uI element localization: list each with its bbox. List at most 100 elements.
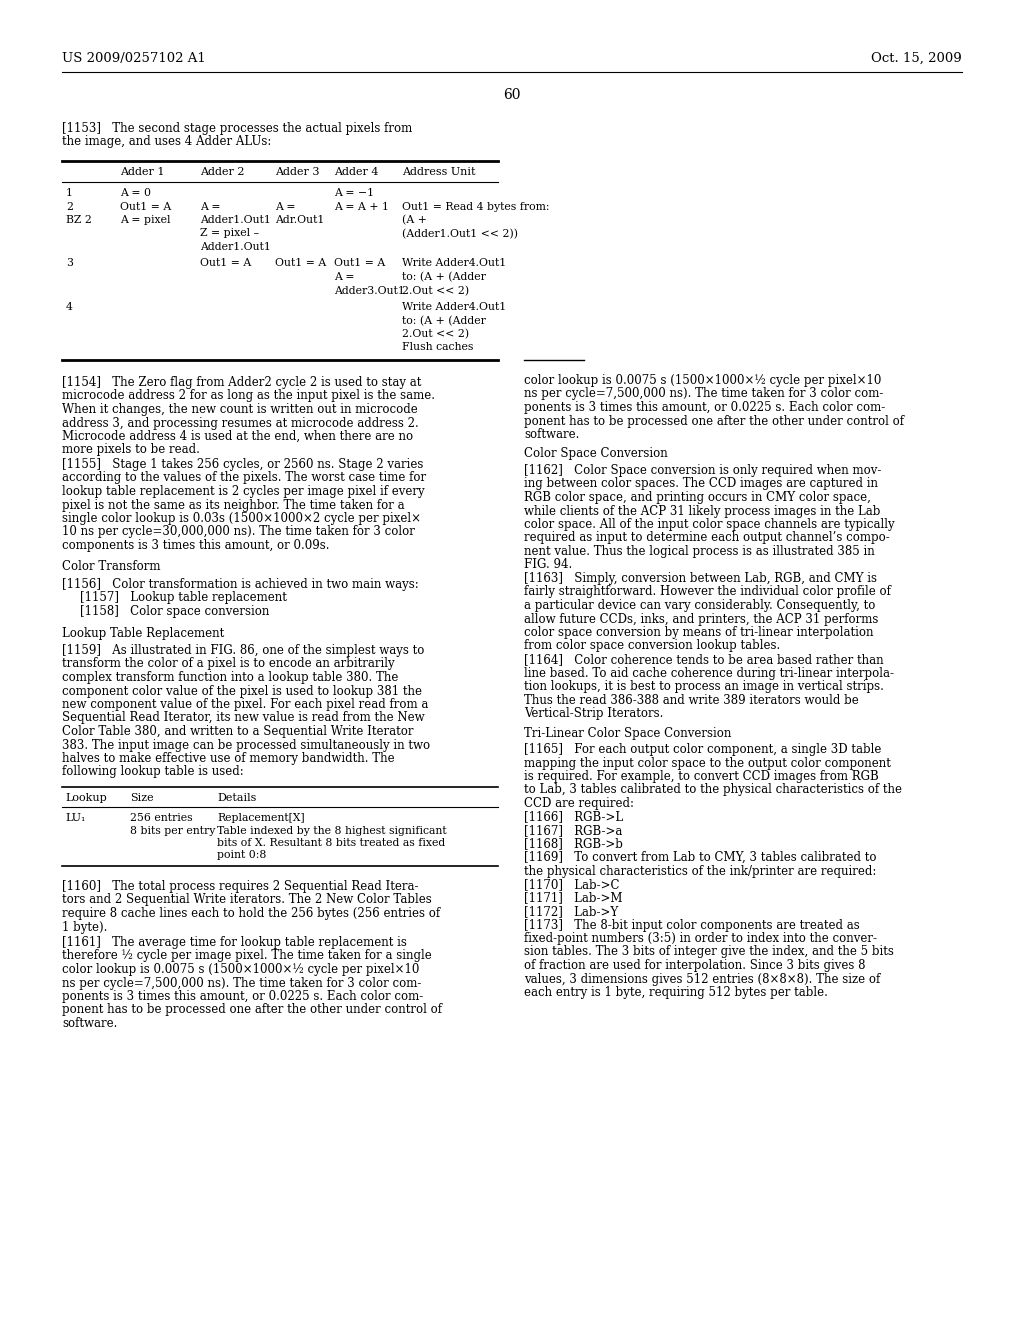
Text: RGB color space, and printing occurs in CMY color space,: RGB color space, and printing occurs in … (524, 491, 870, 504)
Text: ponent has to be processed one after the other under control of: ponent has to be processed one after the… (62, 1003, 442, 1016)
Text: color lookup is 0.0075 s (1500×1000×½ cycle per pixel×10: color lookup is 0.0075 s (1500×1000×½ cy… (62, 964, 420, 975)
Text: 1 byte).: 1 byte). (62, 920, 108, 933)
Text: while clients of the ACP 31 likely process images in the Lab: while clients of the ACP 31 likely proce… (524, 504, 881, 517)
Text: color space conversion by means of tri-linear interpolation: color space conversion by means of tri-l… (524, 626, 873, 639)
Text: following lookup table is used:: following lookup table is used: (62, 766, 244, 779)
Text: Table indexed by the 8 highest significant: Table indexed by the 8 highest significa… (217, 825, 446, 836)
Text: from color space conversion lookup tables.: from color space conversion lookup table… (524, 639, 780, 652)
Text: Adder3.Out1: Adder3.Out1 (334, 285, 404, 296)
Text: tion lookups, it is best to process an image in vertical strips.: tion lookups, it is best to process an i… (524, 680, 884, 693)
Text: color space. All of the input color space channels are typically: color space. All of the input color spac… (524, 517, 895, 531)
Text: to: (A + (Adder: to: (A + (Adder (402, 272, 485, 282)
Text: [1164]   Color coherence tends to be area based rather than: [1164] Color coherence tends to be area … (524, 653, 884, 667)
Text: ns per cycle=7,500,000 ns). The time taken for 3 color com-: ns per cycle=7,500,000 ns). The time tak… (524, 388, 884, 400)
Text: [1163]   Simply, conversion between Lab, RGB, and CMY is: [1163] Simply, conversion between Lab, R… (524, 572, 877, 585)
Text: [1172]   Lab->Y: [1172] Lab->Y (524, 906, 618, 917)
Text: Thus the read 386-388 and write 389 iterators would be: Thus the read 386-388 and write 389 iter… (524, 693, 859, 706)
Text: A =: A = (275, 202, 296, 211)
Text: single color lookup is 0.03s (1500×1000×2 cycle per pixel×: single color lookup is 0.03s (1500×1000×… (62, 512, 421, 525)
Text: values, 3 dimensions gives 512 entries (8×8×8). The size of: values, 3 dimensions gives 512 entries (… (524, 973, 881, 986)
Text: tors and 2 Sequential Write iterators. The 2 New Color Tables: tors and 2 Sequential Write iterators. T… (62, 894, 432, 907)
Text: according to the values of the pixels. The worst case time for: according to the values of the pixels. T… (62, 471, 426, 484)
Text: fixed-point numbers (3:5) in order to index into the conver-: fixed-point numbers (3:5) in order to in… (524, 932, 877, 945)
Text: ponents is 3 times this amount, or 0.0225 s. Each color com-: ponents is 3 times this amount, or 0.022… (524, 401, 886, 414)
Text: [1153]   The second stage processes the actual pixels from: [1153] The second stage processes the ac… (62, 121, 413, 135)
Text: ns per cycle=7,500,000 ns). The time taken for 3 color com-: ns per cycle=7,500,000 ns). The time tak… (62, 977, 421, 990)
Text: A =: A = (200, 202, 220, 211)
Text: A = −1: A = −1 (334, 187, 374, 198)
Text: BZ 2: BZ 2 (66, 215, 92, 224)
Text: Adder 1: Adder 1 (120, 168, 165, 177)
Text: point 0:8: point 0:8 (217, 850, 266, 861)
Text: (A +: (A + (402, 215, 427, 226)
Text: new component value of the pixel. For each pixel read from a: new component value of the pixel. For ea… (62, 698, 428, 711)
Text: 2.Out << 2): 2.Out << 2) (402, 285, 469, 296)
Text: 3: 3 (66, 259, 73, 268)
Text: [1170]   Lab->C: [1170] Lab->C (524, 878, 620, 891)
Text: Adder 2: Adder 2 (200, 168, 245, 177)
Text: [1169]   To convert from Lab to CMY, 3 tables calibrated to: [1169] To convert from Lab to CMY, 3 tab… (524, 851, 877, 865)
Text: LU₁: LU₁ (65, 813, 85, 822)
Text: transform the color of a pixel is to encode an arbitrarily: transform the color of a pixel is to enc… (62, 657, 394, 671)
Text: allow future CCDs, inks, and printers, the ACP 31 performs: allow future CCDs, inks, and printers, t… (524, 612, 879, 626)
Text: 60: 60 (503, 88, 521, 102)
Text: 8 bits per entry: 8 bits per entry (130, 825, 215, 836)
Text: Out1 = A: Out1 = A (275, 259, 327, 268)
Text: [1160]   The total process requires 2 Sequential Read Itera-: [1160] The total process requires 2 Sequ… (62, 880, 419, 894)
Text: US 2009/0257102 A1: US 2009/0257102 A1 (62, 51, 206, 65)
Text: Out1 = A: Out1 = A (120, 202, 171, 211)
Text: 383. The input image can be processed simultaneously in two: 383. The input image can be processed si… (62, 738, 430, 751)
Text: 4: 4 (66, 302, 73, 312)
Text: is required. For example, to convert CCD images from RGB: is required. For example, to convert CCD… (524, 770, 879, 783)
Text: pixel is not the same as its neighbor. The time taken for a: pixel is not the same as its neighbor. T… (62, 499, 404, 511)
Text: software.: software. (524, 428, 580, 441)
Text: Sequential Read Iterator, its new value is read from the New: Sequential Read Iterator, its new value … (62, 711, 425, 725)
Text: FIG. 94.: FIG. 94. (524, 558, 572, 572)
Text: Out1 = Read 4 bytes from:: Out1 = Read 4 bytes from: (402, 202, 550, 211)
Text: nent value. Thus the logical process is as illustrated 385 in: nent value. Thus the logical process is … (524, 545, 874, 558)
Text: bits of X. Resultant 8 bits treated as fixed: bits of X. Resultant 8 bits treated as f… (217, 838, 445, 847)
Text: Details: Details (217, 793, 256, 803)
Text: [1161]   The average time for lookup table replacement is: [1161] The average time for lookup table… (62, 936, 407, 949)
Text: Out1 = A: Out1 = A (200, 259, 251, 268)
Text: Out1 = A: Out1 = A (334, 259, 385, 268)
Text: ing between color spaces. The CCD images are captured in: ing between color spaces. The CCD images… (524, 478, 878, 491)
Text: to Lab, 3 tables calibrated to the physical characteristics of the: to Lab, 3 tables calibrated to the physi… (524, 784, 902, 796)
Text: 256 entries: 256 entries (130, 813, 193, 822)
Text: Adder 3: Adder 3 (275, 168, 319, 177)
Text: components is 3 times this amount, or 0.09s.: components is 3 times this amount, or 0.… (62, 539, 330, 552)
Text: of fraction are used for interpolation. Since 3 bits gives 8: of fraction are used for interpolation. … (524, 960, 865, 972)
Text: Flush caches: Flush caches (402, 342, 473, 352)
Text: [1157]   Lookup table replacement: [1157] Lookup table replacement (80, 591, 287, 605)
Text: [1173]   The 8-bit input color components are treated as: [1173] The 8-bit input color components … (524, 919, 860, 932)
Text: 2: 2 (66, 202, 73, 211)
Text: [1162]   Color Space conversion is only required when mov-: [1162] Color Space conversion is only re… (524, 465, 882, 477)
Text: address 3, and processing resumes at microcode address 2.: address 3, and processing resumes at mic… (62, 417, 419, 429)
Text: the image, and uses 4 Adder ALUs:: the image, and uses 4 Adder ALUs: (62, 136, 271, 149)
Text: more pixels to be read.: more pixels to be read. (62, 444, 200, 457)
Text: Color Table 380, and written to a Sequential Write Iterator: Color Table 380, and written to a Sequen… (62, 725, 414, 738)
Text: Oct. 15, 2009: Oct. 15, 2009 (871, 51, 962, 65)
Text: Adder 4: Adder 4 (334, 168, 379, 177)
Text: required as input to determine each output channel’s compo-: required as input to determine each outp… (524, 532, 890, 544)
Text: Adder1.Out1: Adder1.Out1 (200, 215, 271, 224)
Text: A = A + 1: A = A + 1 (334, 202, 389, 211)
Text: Color Transform: Color Transform (62, 561, 161, 573)
Text: to: (A + (Adder: to: (A + (Adder (402, 315, 485, 326)
Text: lookup table replacement is 2 cycles per image pixel if every: lookup table replacement is 2 cycles per… (62, 484, 425, 498)
Text: Microcode address 4 is used at the end, when there are no: Microcode address 4 is used at the end, … (62, 430, 413, 444)
Text: require 8 cache lines each to hold the 256 bytes (256 entries of: require 8 cache lines each to hold the 2… (62, 907, 440, 920)
Text: [1165]   For each output color component, a single 3D table: [1165] For each output color component, … (524, 743, 882, 756)
Text: When it changes, the new count is written out in microcode: When it changes, the new count is writte… (62, 403, 418, 416)
Text: Replacement[X]: Replacement[X] (217, 813, 304, 822)
Text: Z = pixel –: Z = pixel – (200, 228, 259, 239)
Text: color lookup is 0.0075 s (1500×1000×½ cycle per pixel×10: color lookup is 0.0075 s (1500×1000×½ cy… (524, 374, 882, 387)
Text: complex transform function into a lookup table 380. The: complex transform function into a lookup… (62, 671, 398, 684)
Text: therefore ½ cycle per image pixel. The time taken for a single: therefore ½ cycle per image pixel. The t… (62, 949, 432, 962)
Text: [1167]   RGB->a: [1167] RGB->a (524, 824, 623, 837)
Text: [1154]   The Zero flag from Adder2 cycle 2 is used to stay at: [1154] The Zero flag from Adder2 cycle 2… (62, 376, 421, 389)
Text: Adder1.Out1: Adder1.Out1 (200, 242, 271, 252)
Text: A =: A = (334, 272, 354, 282)
Text: ponent has to be processed one after the other under control of: ponent has to be processed one after the… (524, 414, 904, 428)
Text: mapping the input color space to the output color component: mapping the input color space to the out… (524, 756, 891, 770)
